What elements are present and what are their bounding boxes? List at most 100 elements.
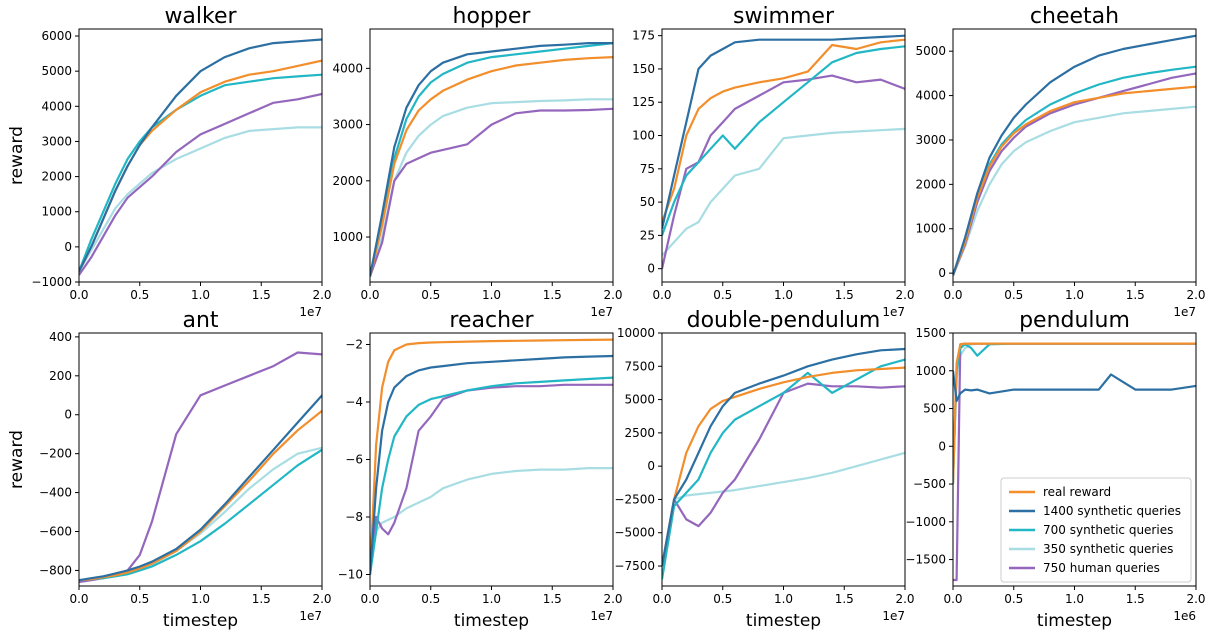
series-line: [662, 34, 905, 229]
series-group: [953, 34, 1196, 276]
panel-cheetah: 0.0 0.5 1.0 1.5 2.0 1e7 0 1000 2000 3000 4000 5000 c…: [915, 4, 1205, 319]
x-tick-label: 1.0: [482, 288, 501, 302]
y-tick-label: −200: [39, 447, 72, 461]
axes-frame: [78, 28, 323, 283]
series-line: [662, 74, 905, 269]
series-line: [370, 41, 613, 277]
series-line: [953, 342, 1196, 485]
legend-label: 700 synthetic queries: [1043, 523, 1173, 537]
x-tick-label: 1.0: [191, 288, 210, 302]
y-tick-label: 400: [49, 330, 72, 344]
legend-label: 350 synthetic queries: [1043, 542, 1173, 556]
x-tick-label: 0.0: [360, 592, 379, 606]
x-tick-label: 1.5: [252, 592, 271, 606]
x-axis-label: timestep: [163, 611, 238, 631]
series-line: [79, 73, 322, 272]
y-tick-label: 50: [640, 195, 655, 209]
series-group: [953, 342, 1196, 582]
series-line: [370, 383, 613, 575]
y-tick-label: −400: [39, 486, 72, 500]
panel-title: ant: [182, 308, 218, 333]
y-tick-label: 1000: [332, 230, 363, 244]
series-line: [662, 127, 905, 257]
y-tick-label: 0: [938, 439, 946, 453]
x-tick-label: 1.0: [191, 592, 210, 606]
x-tick-label: 0.0: [652, 592, 671, 606]
x-exponent-label: 1e7: [299, 305, 322, 319]
panel-walker: 0.0 0.5 1.0 1.5 2.0 1e7 −1000 0 1000 2000 3000 4000…: [7, 4, 332, 319]
series-line: [662, 38, 905, 223]
legend-label: real reward: [1043, 485, 1111, 499]
y-tick-label: −6: [345, 453, 363, 467]
series-line: [953, 370, 1196, 403]
panel-title: cheetah: [1030, 4, 1119, 29]
y-tick-label: 7500: [624, 359, 655, 373]
panel-hopper: 0.0 0.5 1.0 1.5 2.0 1e7 1000 2000 3000 4000 hopper: [332, 4, 622, 319]
x-exponent-label: 1e7: [590, 305, 613, 319]
axes-frame: [78, 332, 323, 587]
x-tick-label: 2.0: [1186, 592, 1205, 606]
x-tick-label: 0.5: [713, 592, 732, 606]
x-tick-label: 1.5: [543, 288, 562, 302]
panel-ant: 0.0 0.5 1.0 1.5 2.0 1e7 −800 −600 −400 −200 0 200 40…: [7, 308, 332, 631]
series-line: [370, 354, 613, 575]
y-tick-label: 5000: [624, 393, 655, 407]
y-tick-label: 1000: [41, 205, 72, 219]
series-line: [79, 394, 322, 582]
series-line: [662, 366, 905, 567]
axes-frame: [369, 28, 614, 283]
y-tick-label: 2000: [332, 174, 363, 188]
x-tick-label: 0.5: [1004, 288, 1023, 302]
y-tick-label: 4000: [332, 61, 363, 75]
y-axis-label: reward: [7, 430, 27, 489]
y-tick-label: 150: [632, 62, 655, 76]
x-exponent-label: 1e7: [882, 609, 905, 623]
series-line: [662, 382, 905, 567]
legend-label: 1400 synthetic queries: [1043, 504, 1181, 518]
x-tick-label: 0.0: [69, 592, 88, 606]
y-tick-label: −1000: [31, 275, 72, 289]
x-tick-label: 0.0: [943, 592, 962, 606]
series-line: [79, 351, 322, 584]
series-line: [662, 45, 905, 236]
y-tick-label: −2: [345, 338, 363, 352]
series-line: [79, 59, 322, 272]
series-line: [953, 342, 1196, 477]
y-tick-label: −600: [39, 525, 72, 539]
series-group: [370, 41, 613, 277]
series-group: [662, 34, 905, 269]
series-line: [662, 451, 905, 567]
panel-title: swimmer: [733, 4, 835, 29]
x-tick-label: 2.0: [895, 592, 914, 606]
y-tick-label: 0: [938, 266, 946, 280]
x-exponent-label: 1e7: [590, 609, 613, 623]
series-line: [953, 105, 1196, 276]
x-tick-label: 1.5: [1126, 288, 1145, 302]
x-tick-label: 1.5: [835, 592, 854, 606]
y-tick-label: 10000: [617, 326, 655, 340]
x-tick-label: 1.0: [1065, 288, 1084, 302]
x-tick-label: 2.0: [603, 592, 622, 606]
y-tick-label: 3000: [915, 133, 946, 147]
x-tick-label: 1.5: [1126, 592, 1145, 606]
y-tick-label: 100: [632, 129, 655, 143]
series-line: [953, 342, 1196, 485]
y-tick-label: 75: [640, 162, 655, 176]
y-tick-label: 2000: [41, 170, 72, 184]
y-tick-label: −500: [913, 477, 946, 491]
series-group: [370, 338, 613, 575]
x-tick-label: 0.0: [69, 288, 88, 302]
y-tick-label: −10: [338, 568, 363, 582]
x-tick-label: 0.5: [713, 288, 732, 302]
y-tick-label: −7500: [614, 559, 655, 573]
legend-box: [1000, 477, 1192, 583]
x-tick-label: 1.0: [482, 592, 501, 606]
y-tick-label: 2500: [624, 426, 655, 440]
x-tick-label: 1.5: [835, 288, 854, 302]
x-tick-label: 2.0: [1186, 288, 1205, 302]
y-tick-label: 0: [64, 408, 72, 422]
y-tick-label: 6000: [41, 29, 72, 43]
x-axis-label: timestep: [746, 611, 821, 631]
panel-pendulum: 0.0 0.5 1.0 1.5 2.0 1e6 −1500 −1000 −500 0 500 1000…: [905, 308, 1205, 631]
